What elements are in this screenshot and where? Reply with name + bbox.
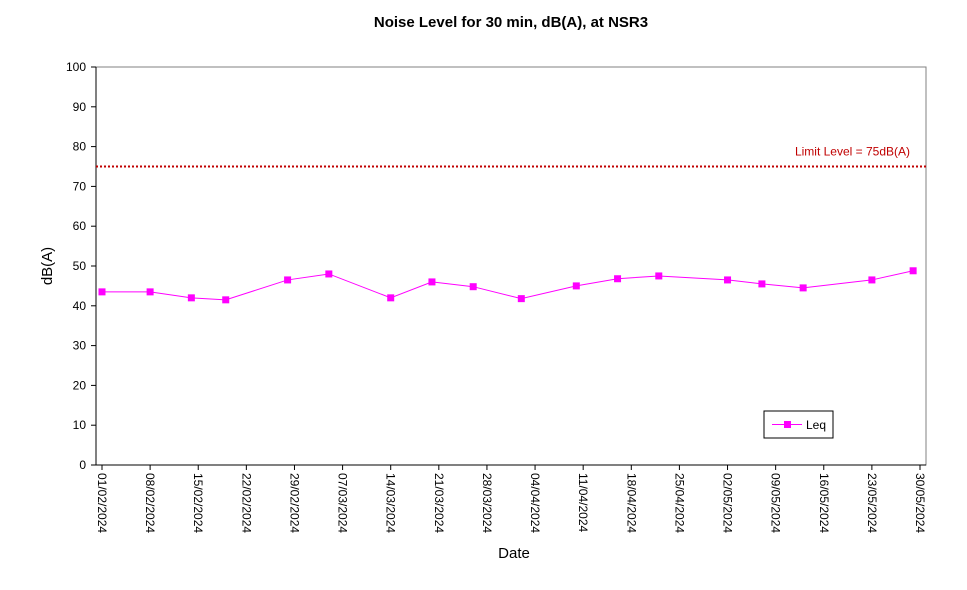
x-tick-label: 02/05/2024 bbox=[721, 473, 735, 533]
data-point bbox=[469, 283, 477, 291]
y-tick-label: 90 bbox=[73, 100, 87, 114]
data-point bbox=[799, 284, 807, 292]
plot-area bbox=[95, 66, 927, 466]
x-tick-label: 22/02/2024 bbox=[239, 473, 253, 533]
x-tick-label: 04/04/2024 bbox=[528, 473, 542, 533]
x-tick-label: 25/04/2024 bbox=[672, 473, 686, 533]
data-point bbox=[909, 267, 917, 275]
data-point bbox=[98, 288, 106, 296]
x-tick-label: 07/03/2024 bbox=[336, 473, 350, 533]
x-tick-label: 16/05/2024 bbox=[817, 473, 831, 533]
data-point bbox=[724, 276, 732, 284]
x-tick-label: 09/05/2024 bbox=[769, 473, 783, 533]
x-tick-label: 18/04/2024 bbox=[624, 473, 638, 533]
x-tick-label: 21/03/2024 bbox=[432, 473, 446, 533]
data-point bbox=[517, 295, 525, 303]
y-tick-label: 0 bbox=[79, 458, 86, 472]
legend-marker bbox=[784, 421, 791, 428]
data-point bbox=[325, 270, 333, 278]
chart-title: Noise Level for 30 min, dB(A), at NSR3 bbox=[374, 14, 648, 31]
legend: Leq bbox=[763, 410, 834, 439]
legend-label-leq: Leq bbox=[806, 418, 826, 432]
series-line-leq bbox=[102, 270, 914, 301]
data-point bbox=[614, 275, 622, 283]
series-group bbox=[98, 267, 917, 304]
y-tick-label: 70 bbox=[73, 179, 87, 193]
limit-line-label: Limit Level = 75dB(A) bbox=[795, 145, 910, 159]
x-axis: 01/02/2024 08/02/2024 15/02/2024 22/02/2024… bbox=[95, 464, 927, 533]
y-axis: 0 10 20 30 40 50 60 70 80 90 100 bbox=[66, 60, 97, 472]
data-point bbox=[868, 276, 876, 284]
reference-lines: Limit Level = 75dB(A) bbox=[96, 145, 926, 168]
data-point bbox=[187, 294, 195, 302]
x-tick-label: 15/02/2024 bbox=[191, 473, 205, 533]
x-axis-label: Date bbox=[498, 545, 530, 562]
y-tick-label: 30 bbox=[73, 339, 87, 353]
y-tick-label: 50 bbox=[73, 259, 87, 273]
data-point bbox=[387, 294, 395, 302]
data-point bbox=[572, 282, 580, 290]
data-point bbox=[428, 278, 436, 286]
x-tick-label: 08/02/2024 bbox=[143, 473, 157, 533]
y-tick-label: 40 bbox=[73, 299, 87, 313]
y-tick-label: 10 bbox=[73, 418, 87, 432]
x-tick-label: 29/02/2024 bbox=[287, 473, 301, 533]
data-point bbox=[758, 280, 766, 288]
data-point bbox=[146, 288, 154, 296]
data-point bbox=[284, 276, 292, 284]
x-tick-label: 14/03/2024 bbox=[384, 473, 398, 533]
y-tick-label: 20 bbox=[73, 378, 87, 392]
x-tick-label: 30/05/2024 bbox=[913, 473, 927, 533]
data-point bbox=[655, 272, 663, 280]
x-tick-label: 11/04/2024 bbox=[576, 473, 590, 532]
x-tick-label: 28/03/2024 bbox=[480, 473, 494, 533]
y-tick-label: 80 bbox=[73, 140, 87, 154]
x-tick-label: 23/05/2024 bbox=[865, 473, 879, 533]
y-axis-label: dB(A) bbox=[39, 247, 56, 285]
x-tick-label: 01/02/2024 bbox=[95, 473, 109, 533]
y-tick-label: 100 bbox=[66, 60, 86, 74]
data-point bbox=[222, 296, 230, 304]
y-tick-label: 60 bbox=[73, 219, 87, 233]
